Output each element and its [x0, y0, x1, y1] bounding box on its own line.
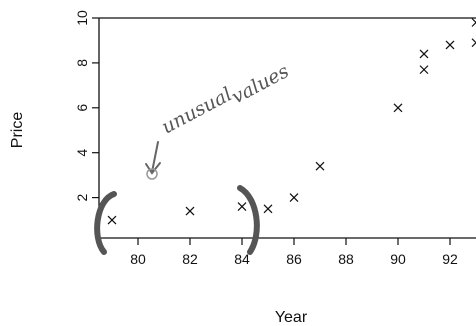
data-point — [237, 202, 247, 211]
x-tick-label: 82 — [182, 251, 198, 267]
y-axis-label: Price — [9, 112, 26, 149]
x-tick-label: 80 — [130, 251, 146, 267]
annotation-left-bracket — [94, 191, 117, 255]
x-axis: 80 82 84 86 88 90 92 — [130, 238, 458, 267]
data-points — [107, 18, 476, 225]
data-point — [315, 161, 325, 171]
annotation-arrow — [145, 141, 161, 175]
data-point — [471, 38, 476, 48]
x-axis-label: Year — [275, 309, 308, 326]
y-tick-label: 6 — [74, 104, 90, 112]
x-tick-label: 90 — [390, 251, 406, 267]
data-point — [263, 204, 273, 214]
data-point — [289, 193, 299, 203]
plot-frame — [98, 17, 476, 239]
annotation-right-bracket — [237, 185, 260, 255]
annotation-word-2: values — [228, 60, 293, 108]
data-point — [445, 40, 455, 50]
handwritten-annotation: unusual values — [94, 60, 293, 255]
x-tick-label: 88 — [338, 251, 354, 267]
x-tick-label: 86 — [286, 251, 302, 267]
data-point — [393, 103, 403, 113]
y-axis: 2 4 6 8 10 — [74, 10, 99, 201]
data-point — [471, 18, 476, 27]
data-point — [419, 65, 429, 75]
data-point — [107, 215, 117, 225]
x-tick-label: 92 — [442, 251, 458, 267]
annotation-dot — [146, 168, 158, 180]
y-tick-label: 2 — [74, 193, 90, 201]
y-tick-label: 4 — [74, 149, 90, 157]
y-tick-label: 10 — [74, 10, 90, 26]
annotation-word-1: unusual — [158, 83, 236, 138]
data-point — [185, 206, 195, 216]
y-tick-label: 8 — [74, 59, 90, 67]
data-point — [419, 49, 429, 59]
x-tick-label: 84 — [234, 251, 250, 267]
